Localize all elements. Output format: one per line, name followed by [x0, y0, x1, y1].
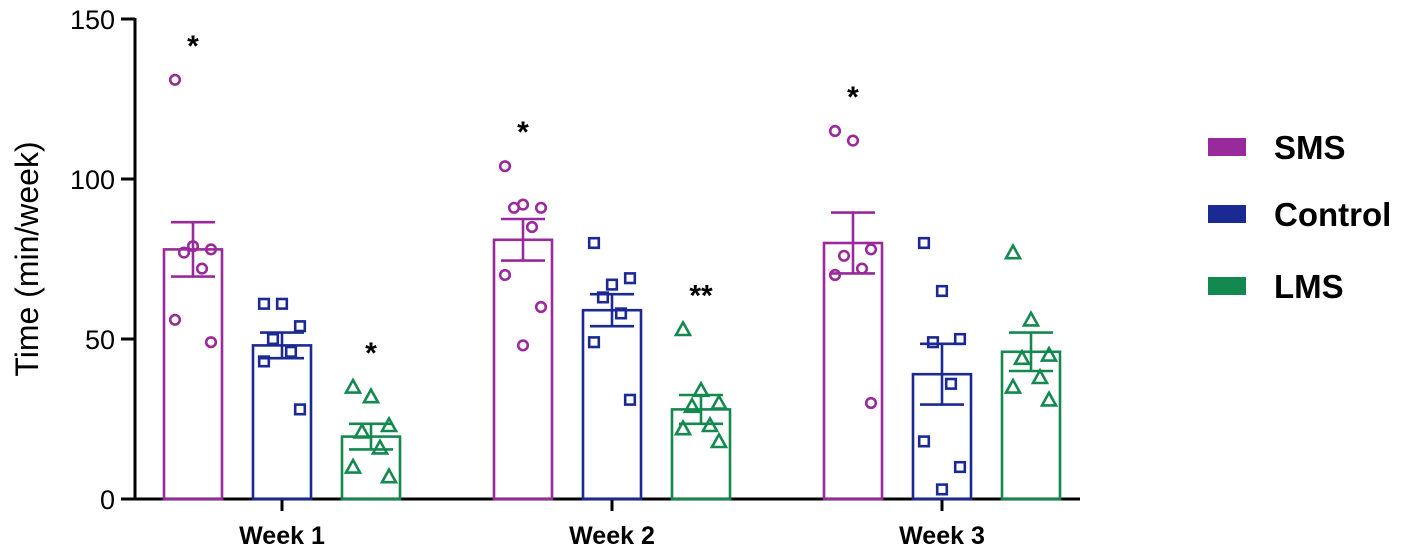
triangle-point: [1030, 367, 1050, 385]
square-point: [587, 336, 601, 349]
significance-markers: ******: [187, 30, 859, 370]
circle-point: [204, 336, 218, 349]
square-point: [926, 336, 940, 349]
bar-sms: [822, 241, 884, 501]
circle-point: [837, 249, 851, 262]
square-point: [257, 297, 271, 310]
triangle-point: [343, 377, 363, 394]
square-point: [257, 355, 271, 368]
circle-point: [195, 262, 209, 275]
square-point: [953, 332, 967, 346]
x-tick-label: Week 2: [569, 522, 655, 550]
circle-point: [525, 220, 539, 234]
square-point: [605, 278, 619, 291]
triangle-point: [1012, 348, 1032, 366]
bar-control: [251, 344, 313, 501]
y-axis-label: Time (min/week): [9, 141, 45, 376]
y-ticks: 0 50 100 150: [70, 5, 135, 515]
circle-point: [177, 246, 191, 259]
square-point: [275, 297, 289, 310]
triangle-point: [1003, 377, 1023, 394]
y-tick-label: 50: [85, 325, 115, 355]
square-point: [614, 307, 628, 320]
significance-star: **: [689, 279, 713, 312]
legend-swatch-sms: [1208, 138, 1246, 156]
square-point: [917, 236, 931, 250]
error-bars: [171, 211, 1053, 451]
circle-point: [828, 268, 842, 282]
square-point: [623, 272, 637, 285]
circle-point: [168, 73, 182, 86]
significance-star: *: [847, 81, 859, 114]
triangle-point: [1003, 242, 1023, 260]
circle-point: [846, 134, 860, 147]
x-tick-label: Week 3: [899, 522, 985, 550]
square-point: [935, 483, 949, 496]
data-points: [168, 73, 1059, 496]
legend: SMS Control LMS: [1208, 129, 1391, 305]
circle-point: [516, 339, 530, 352]
square-point: [293, 320, 307, 333]
square-point: [266, 332, 280, 346]
square-point: [596, 291, 610, 304]
circle-point: [534, 201, 548, 214]
square-point: [284, 345, 298, 358]
circle-point: [864, 396, 878, 410]
bar-sms: [162, 248, 224, 501]
circle-point: [498, 160, 512, 173]
triangle-point: [379, 466, 399, 484]
triangle-point: [361, 386, 381, 404]
legend-swatch-lms: [1208, 277, 1246, 295]
bar-lms: [1000, 350, 1062, 501]
x-ticks: Week 1 Week 2 Week 3: [239, 499, 985, 550]
circle-point: [855, 262, 869, 275]
triangle-point: [1039, 345, 1059, 362]
significance-star: *: [517, 116, 529, 149]
square-point: [953, 460, 967, 474]
legend-label-sms: SMS: [1274, 129, 1346, 166]
triangle-point: [709, 431, 729, 449]
triangle-point: [709, 393, 729, 410]
square-point: [293, 403, 307, 416]
square-point: [917, 435, 931, 448]
square-point: [935, 284, 949, 298]
triangle-point: [370, 438, 390, 455]
circle-point: [828, 124, 842, 138]
legend-label-control: Control: [1274, 196, 1391, 233]
significance-star: *: [365, 337, 377, 370]
triangle-point: [343, 457, 363, 474]
square-point: [587, 236, 601, 250]
triangle-point: [673, 418, 693, 436]
x-tick-label: Week 1: [239, 522, 325, 550]
circle-point: [168, 313, 182, 326]
square-point: [944, 377, 958, 390]
legend-label-lms: LMS: [1274, 268, 1344, 305]
significance-star: *: [187, 30, 199, 63]
triangle-point: [1021, 310, 1041, 327]
y-tick-label: 0: [100, 485, 115, 515]
triangle-point: [673, 319, 693, 337]
triangle-point: [352, 422, 372, 439]
circle-point: [864, 243, 878, 256]
circle-point: [534, 300, 548, 314]
triangle-point: [682, 396, 702, 414]
circle-point: [507, 201, 521, 214]
legend-swatch-control: [1208, 205, 1246, 223]
square-point: [623, 393, 637, 406]
circle-point: [204, 243, 218, 256]
triangle-point: [1039, 390, 1059, 407]
y-tick-label: 100: [70, 165, 115, 195]
y-tick-label: 150: [70, 5, 115, 35]
circle-point: [498, 268, 512, 282]
